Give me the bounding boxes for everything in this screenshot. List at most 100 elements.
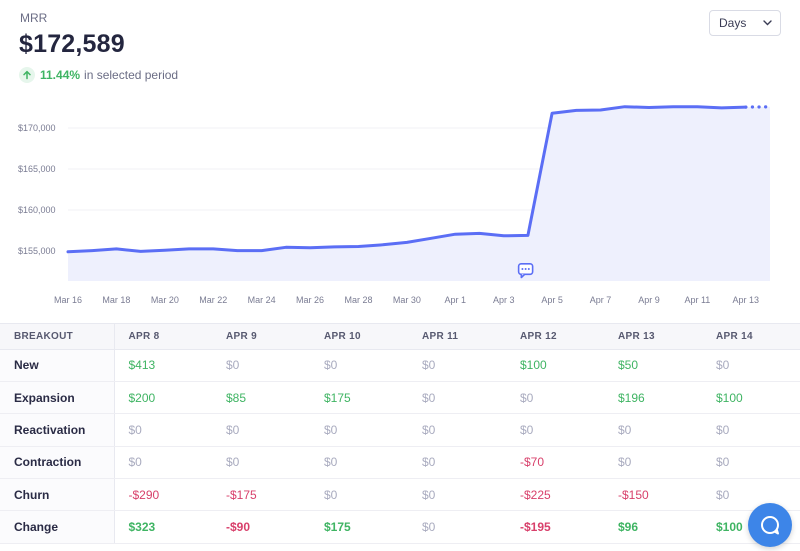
table-cell: $413: [114, 349, 212, 382]
y-tick-label: $170,000: [18, 123, 56, 133]
x-tick-label: Mar 24: [248, 295, 276, 305]
table-cell: $96: [604, 510, 702, 544]
x-tick-label: Apr 13: [733, 295, 760, 305]
column-header: APR 13: [604, 324, 702, 350]
table-cell: $0: [408, 413, 506, 447]
table-cell: $0: [408, 446, 506, 480]
table-cell: $0: [212, 349, 310, 382]
table-cell: $175: [310, 510, 408, 544]
table-cell: $0: [506, 381, 604, 415]
row-label: New: [0, 349, 115, 382]
table-row: Churn -$290 -$175 $0 $0 -$225 -$150 $0: [0, 478, 800, 512]
table-cell: $0: [702, 349, 800, 382]
metric-label: MRR: [20, 11, 48, 25]
x-tick-label: Mar 30: [393, 295, 421, 305]
arrow-up-icon: [19, 67, 35, 83]
row-label: Reactivation: [0, 413, 115, 447]
x-tick-label: Mar 26: [296, 295, 324, 305]
area-fill: [68, 106, 770, 281]
table-cell: $100: [506, 349, 604, 382]
mrr-chart-svg: $155,000 $160,000 $165,000 $170,000 Mar 16 Ma…: [18, 105, 772, 305]
x-tick-label: Mar 22: [199, 295, 227, 305]
x-tick-label: Mar 20: [151, 295, 179, 305]
table-cell: $0: [408, 349, 506, 382]
x-tick-label: Apr 7: [590, 295, 612, 305]
table-cell: -$195: [506, 510, 604, 544]
table-cell: -$90: [212, 510, 310, 544]
table-cell: $0: [114, 446, 212, 480]
mrr-chart: $155,000 $160,000 $165,000 $170,000 Mar 16 Ma…: [0, 95, 800, 315]
table-cell: $0: [408, 381, 506, 415]
series-line: [66, 105, 748, 254]
table-cell: -$175: [212, 478, 310, 512]
table-row: Contraction $0 $0 $0 $0 -$70 $0 $0: [0, 446, 800, 480]
x-tick-label: Apr 9: [638, 295, 660, 305]
column-header: APR 8: [114, 324, 212, 350]
y-tick-label: $160,000: [18, 205, 56, 215]
change-summary: 11.44% in selected period: [19, 67, 178, 83]
table-cell: -$290: [114, 478, 212, 512]
period-select[interactable]: Days: [709, 10, 781, 36]
x-tick-label: Apr 11: [684, 295, 710, 305]
table-cell: $0: [506, 413, 604, 447]
table-row: New $413 $0 $0 $0 $100 $50 $0: [0, 349, 800, 382]
table-cell: $200: [114, 381, 212, 415]
table-cell: $0: [702, 478, 800, 512]
x-tick-label: Mar 16: [54, 295, 82, 305]
x-tick-label: Apr 3: [493, 295, 515, 305]
table-cell: $0: [310, 349, 408, 382]
table-cell: $0: [310, 446, 408, 480]
chevron-down-icon: [763, 20, 772, 26]
table-cell: $85: [212, 381, 310, 415]
row-label: Contraction: [0, 446, 115, 480]
table-cell: -$70: [506, 446, 604, 480]
change-percent: 11.44%: [40, 68, 81, 82]
table-cell: $0: [212, 446, 310, 480]
row-label: Expansion: [0, 381, 115, 415]
row-label: Churn: [0, 478, 115, 512]
column-header: APR 9: [212, 324, 310, 350]
chat-icon: [761, 516, 779, 535]
x-tick-label: Mar 28: [344, 295, 372, 305]
table-row: Change $323 -$90 $175 $0 -$195 $96 $100: [0, 510, 800, 544]
table-cell: $0: [604, 446, 702, 480]
table-cell: $0: [212, 413, 310, 447]
table-header-row: BREAKOUT APR 8 APR 9 APR 10 APR 11 APR 12 APR …: [0, 324, 800, 350]
table-cell: $50: [604, 349, 702, 382]
table-row: Expansion $200 $85 $175 $0 $0 $196 $100: [0, 381, 800, 415]
table-cell: $0: [702, 413, 800, 447]
table-cell: $0: [114, 413, 212, 447]
table-cell: $0: [310, 413, 408, 447]
table-cell: $0: [702, 446, 800, 480]
row-label: Change: [0, 510, 115, 544]
y-tick-label: $165,000: [18, 164, 56, 174]
table-cell: $0: [408, 478, 506, 512]
table-cell: $323: [114, 510, 212, 544]
column-header: APR 10: [310, 324, 408, 350]
x-tick-label: Apr 1: [445, 295, 467, 305]
comment-icon[interactable]: [517, 263, 534, 279]
x-tick-label: Apr 5: [541, 295, 563, 305]
table-cell: $100: [702, 381, 800, 415]
y-tick-label: $155,000: [18, 246, 56, 256]
change-suffix: in selected period: [84, 68, 179, 82]
table-cell: $175: [310, 381, 408, 415]
breakout-table-wrap: BREAKOUT APR 8 APR 9 APR 10 APR 11 APR 12 APR …: [0, 323, 800, 551]
breakout-table: BREAKOUT APR 8 APR 9 APR 10 APR 11 APR 12 APR …: [0, 324, 800, 544]
table-cell: $0: [310, 478, 408, 512]
period-select-value: Days: [719, 16, 747, 30]
table-cell: -$150: [604, 478, 702, 512]
column-header: APR 12: [506, 324, 604, 350]
table-cell: $196: [604, 381, 702, 415]
table-cell: $0: [604, 413, 702, 447]
table-cell: $0: [408, 510, 506, 544]
table-cell: -$225: [506, 478, 604, 512]
chat-button[interactable]: [748, 503, 792, 547]
table-row: Reactivation $0 $0 $0 $0 $0 $0 $0: [0, 413, 800, 447]
metric-value: $172,589: [19, 30, 125, 58]
column-header: APR 14: [702, 324, 800, 350]
column-header: APR 11: [408, 324, 506, 350]
x-tick-label: Mar 18: [102, 295, 130, 305]
table-corner-header: BREAKOUT: [0, 324, 115, 350]
